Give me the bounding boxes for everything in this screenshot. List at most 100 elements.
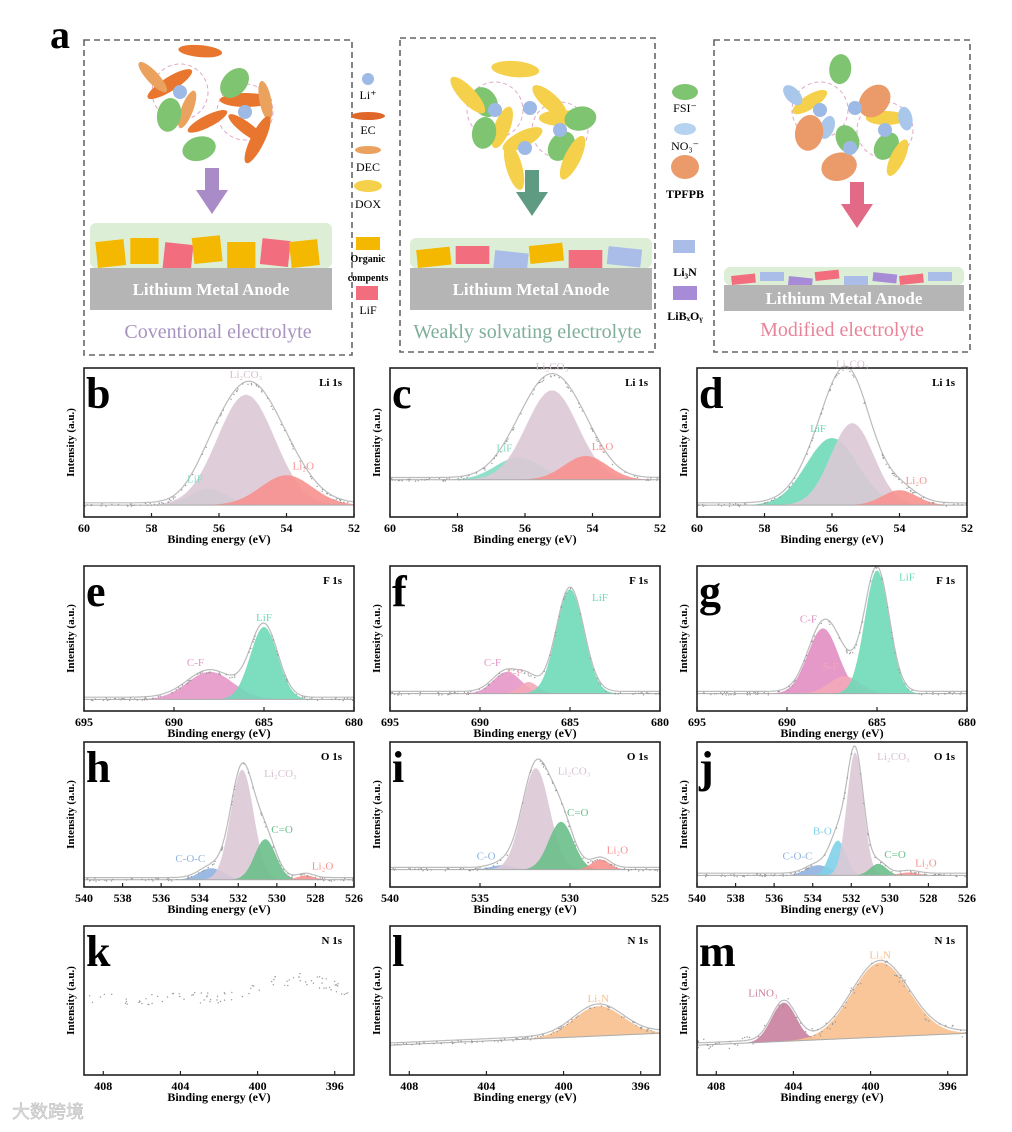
raw-data-point (906, 487, 908, 489)
raw-data-point (280, 424, 282, 426)
raw-data-point (934, 873, 937, 876)
x-axis-label: Binding energy (eV) (473, 1090, 576, 1104)
raw-data-point (196, 673, 199, 675)
raw-data-point (707, 874, 709, 876)
raw-data-point (577, 1015, 579, 1017)
raw-data-point (272, 408, 274, 410)
raw-data-point (92, 879, 95, 881)
raw-data-point (642, 694, 645, 696)
raw-data-point (608, 1006, 610, 1009)
x-tick-label: 690 (165, 715, 183, 729)
raw-data-point (596, 439, 598, 441)
sei-particle (568, 250, 603, 268)
li-ion (518, 141, 532, 155)
panel-letter: g (699, 567, 721, 616)
raw-data-point (959, 693, 961, 695)
raw-data-point (943, 874, 945, 876)
legend-label: DOX (355, 197, 381, 211)
raw-data-point (132, 504, 134, 506)
raw-data-point (599, 859, 601, 861)
raw-data-point (806, 654, 808, 657)
raw-data-point (95, 880, 97, 882)
x-tick-label: 408 (94, 1079, 112, 1093)
x-axis-label: Binding energy (eV) (167, 726, 270, 740)
raw-data-point (559, 1028, 562, 1030)
raw-data-point (836, 374, 838, 376)
peak-label: LiF (810, 423, 826, 435)
raw-data-point (460, 1040, 462, 1043)
raw-data-point (114, 697, 117, 700)
x-tick-label: 404 (784, 1079, 802, 1093)
raw-data-point (747, 874, 749, 876)
raw-data-point (224, 993, 226, 995)
x-tick-label: 58 (759, 521, 771, 535)
raw-data-point (464, 1042, 466, 1045)
raw-data-point (488, 683, 490, 685)
raw-data-point (723, 691, 726, 693)
ec-icon (351, 112, 385, 120)
raw-data-point (394, 479, 396, 481)
raw-data-point (216, 999, 218, 1001)
raw-data-point (139, 1001, 141, 1003)
raw-data-point (528, 675, 530, 677)
raw-data-point (477, 867, 479, 870)
raw-data-point (248, 992, 250, 995)
raw-data-point (485, 867, 487, 869)
raw-data-point (949, 874, 952, 876)
raw-data-point (846, 650, 848, 652)
raw-data-point (855, 644, 858, 646)
raw-data-point (129, 697, 132, 699)
raw-data-point (232, 795, 234, 797)
lithium-anode (410, 268, 652, 310)
raw-data-point (610, 863, 613, 866)
raw-data-point (944, 693, 946, 695)
x-tick-label: 54 (894, 521, 906, 535)
raw-data-point (123, 697, 125, 700)
electrolyte-caption: Weakly solvating electrolyte (413, 321, 641, 343)
raw-data-point (917, 872, 920, 874)
raw-data-point (151, 878, 153, 880)
raw-data-point (420, 867, 422, 869)
raw-data-point (859, 632, 861, 634)
raw-data-point (843, 797, 845, 800)
y-axis-label: Intensity (a.u.) (371, 780, 383, 849)
raw-data-point (451, 1042, 454, 1045)
raw-data-point (852, 652, 854, 654)
raw-data-point (749, 694, 751, 696)
y-axis-label: Intensity (a.u.) (678, 966, 690, 1035)
raw-data-point (306, 874, 308, 877)
envelope-line (389, 1003, 661, 1044)
raw-data-point (505, 440, 508, 443)
envelope-line (84, 380, 355, 504)
raw-data-point (218, 672, 220, 674)
raw-data-point (157, 878, 159, 880)
panel-letter: d (699, 369, 723, 418)
x-axis-label: Binding energy (eV) (780, 532, 883, 546)
raw-data-point (161, 502, 163, 504)
raw-data-point (310, 980, 313, 982)
xps-panel-g: 695 690 685 680 Binding energy (eV) Intensity… (678, 565, 976, 740)
x-tick-label: 536 (765, 891, 783, 905)
raw-data-point (427, 478, 429, 481)
raw-data-point (560, 605, 563, 608)
raw-data-point (803, 660, 806, 662)
raw-data-point (233, 788, 236, 790)
sei-particle (844, 276, 868, 285)
raw-data-point (306, 698, 309, 701)
raw-data-point (338, 699, 340, 701)
raw-data-point (852, 989, 855, 991)
raw-data-point (504, 442, 506, 445)
solvent-molecule (178, 90, 197, 129)
peak-f-1 (390, 682, 660, 694)
raw-data-point (220, 413, 223, 415)
raw-data-point (449, 691, 451, 693)
raw-data-point (409, 868, 412, 870)
raw-data-point (421, 868, 423, 870)
envelope-line (697, 565, 967, 692)
raw-data-point (303, 873, 305, 875)
raw-data-point (854, 647, 856, 649)
raw-data-point (932, 502, 935, 504)
raw-data-point (617, 693, 619, 695)
arrow-head-icon (516, 192, 548, 216)
